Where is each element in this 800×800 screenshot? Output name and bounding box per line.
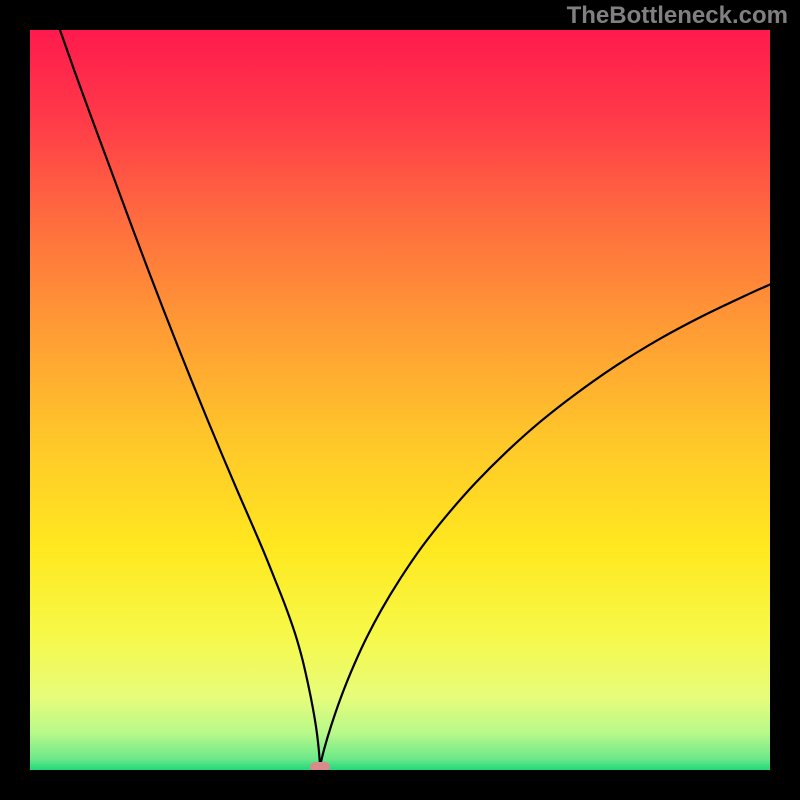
bottleneck-curve <box>30 30 770 770</box>
chart-border <box>770 0 800 800</box>
plot-area <box>30 30 770 770</box>
curve-right-branch <box>320 285 770 766</box>
chart-border <box>0 0 30 800</box>
chart-border <box>0 770 800 800</box>
curve-left-branch <box>60 30 320 766</box>
watermark-text: TheBottleneck.com <box>567 2 788 30</box>
